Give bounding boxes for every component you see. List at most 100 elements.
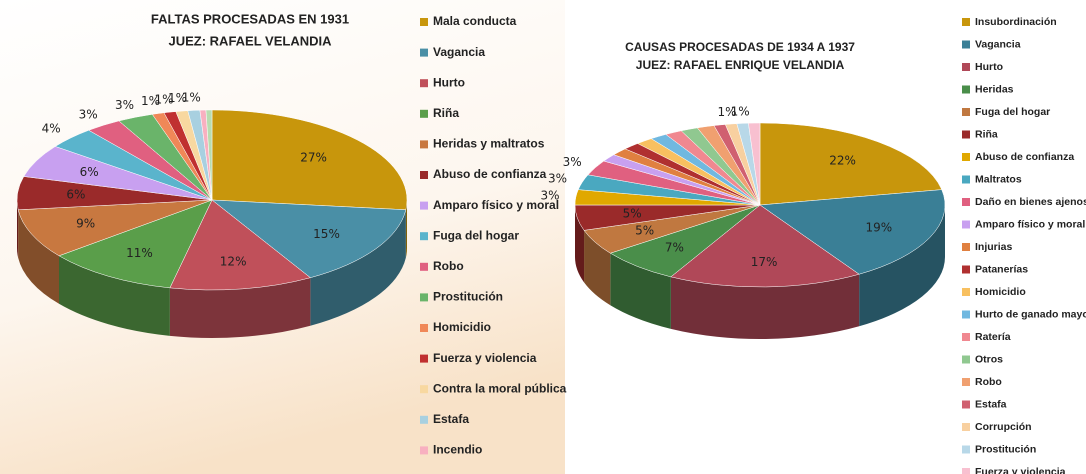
pie-slice-side (169, 277, 311, 339)
legend-label: Hurto (433, 75, 465, 89)
data-label: 3% (563, 155, 582, 169)
legend-label: Hurto de ganado mayor (975, 308, 1086, 320)
chart-subtitle: JUEZ: RAFAEL ENRIQUE VELANDIA (636, 58, 845, 72)
legend-swatch (962, 265, 970, 274)
legend-swatch (962, 153, 970, 161)
legend-swatch (420, 324, 428, 332)
legend-swatch (420, 293, 428, 302)
pie-slice (58, 199, 213, 289)
pie-slice-side (575, 205, 585, 283)
data-label: 5% (623, 206, 642, 220)
data-label: 1% (141, 94, 160, 108)
data-label: 1% (154, 92, 173, 106)
legend-swatch (962, 445, 970, 454)
pie-slice-side (310, 209, 406, 326)
data-label: 1% (168, 91, 187, 105)
legend-label: Amparo físico y moral (433, 198, 559, 212)
data-label: 1% (717, 105, 736, 119)
legend-label: Abuso de confianza (433, 167, 547, 181)
legend-label: Corrupción (975, 421, 1032, 433)
pie-slice-side (859, 205, 945, 327)
data-label: 22% (829, 153, 856, 167)
pie-slice-side (18, 209, 60, 304)
pie-slice (169, 199, 311, 291)
data-label: 27% (300, 150, 327, 164)
legend-swatch (962, 243, 970, 251)
legend-swatch (962, 18, 970, 26)
legend-label: Patanerías (975, 263, 1028, 275)
legend-swatch (962, 288, 970, 296)
legend-label: Heridas y maltratos (433, 137, 545, 151)
pie-slice (205, 109, 213, 201)
legend-swatch (420, 232, 428, 241)
data-label: 7% (665, 241, 684, 255)
legend-label: Prostitución (975, 443, 1036, 455)
data-label: 1% (182, 90, 201, 104)
legend-swatch (962, 85, 970, 94)
legend-swatch (962, 355, 970, 364)
legend-label: Homicidio (433, 320, 491, 334)
pie-slice-side (670, 274, 860, 339)
legend-swatch (420, 446, 428, 455)
legend-swatch (962, 175, 970, 184)
legend-label: Fuerza y violencia (433, 351, 537, 365)
pie-slice (759, 189, 946, 275)
legend-swatch (420, 48, 428, 57)
legend-swatch (962, 198, 970, 206)
legend-label: Abuso de confianza (975, 151, 1074, 163)
legend-label: Vagancia (975, 38, 1021, 50)
legend-label: Mala conducta (433, 14, 517, 28)
legend-swatch (962, 400, 970, 409)
legend-swatch (962, 468, 970, 474)
legend-label: Fuga del hogar (975, 106, 1050, 118)
legend-label: Ratería (975, 331, 1011, 343)
legend-label: Hurto (975, 61, 1003, 73)
legend-swatch (962, 130, 970, 139)
legend-swatch (962, 423, 970, 431)
data-label: 6% (66, 188, 85, 202)
legend-label: Maltratos (975, 173, 1022, 185)
chart-title: CAUSAS PROCESADAS DE 1934 A 1937 (625, 40, 855, 54)
data-label: 9% (76, 216, 95, 230)
legend-label: Amparo físico y moral (975, 218, 1085, 230)
data-label: 4% (42, 122, 61, 136)
data-label: 3% (79, 107, 98, 121)
pie-slice (211, 109, 408, 211)
legend-swatch (962, 63, 970, 71)
data-label: 3% (548, 171, 567, 185)
legend-label: Estafa (433, 412, 469, 426)
legend-swatch (420, 385, 428, 394)
pie-slice-side (610, 253, 671, 329)
legend-label: Robo (433, 259, 464, 273)
legend-label: Incendio (433, 443, 482, 457)
legend-label: Injurias (975, 241, 1013, 253)
legend-label: Fuerza y violencia (975, 466, 1066, 474)
pie-slice-side (59, 255, 170, 336)
legend-label: Riña (975, 128, 998, 140)
legend-swatch (420, 109, 428, 118)
legend-label: Homicidio (975, 286, 1026, 298)
legend-label: Daño en bienes ajenos (975, 196, 1086, 208)
legend-label: Riña (433, 106, 459, 120)
legend-label: Estafa (975, 398, 1007, 410)
pie-slice-side (17, 200, 19, 258)
pie-slice (748, 122, 761, 206)
legend-swatch (962, 333, 970, 341)
data-label: 15% (313, 227, 340, 241)
pie-slice (670, 204, 860, 288)
legend-label: Fuga del hogar (433, 228, 519, 242)
data-label: 17% (751, 255, 778, 269)
data-label: 3% (115, 98, 134, 112)
legend-label: Contra la moral pública (433, 381, 567, 395)
pie-slice (759, 122, 943, 206)
legend-swatch (962, 40, 970, 49)
legend-label: Insubordinación (975, 16, 1057, 28)
legend-swatch (962, 310, 970, 319)
pie-slice-side (405, 200, 407, 258)
chart-subtitle: JUEZ: RAFAEL VELANDIA (169, 33, 333, 48)
data-label: 19% (866, 220, 893, 234)
pie-slice (17, 199, 213, 257)
legend-label: Prostitución (433, 290, 503, 304)
legend-swatch (420, 18, 428, 26)
